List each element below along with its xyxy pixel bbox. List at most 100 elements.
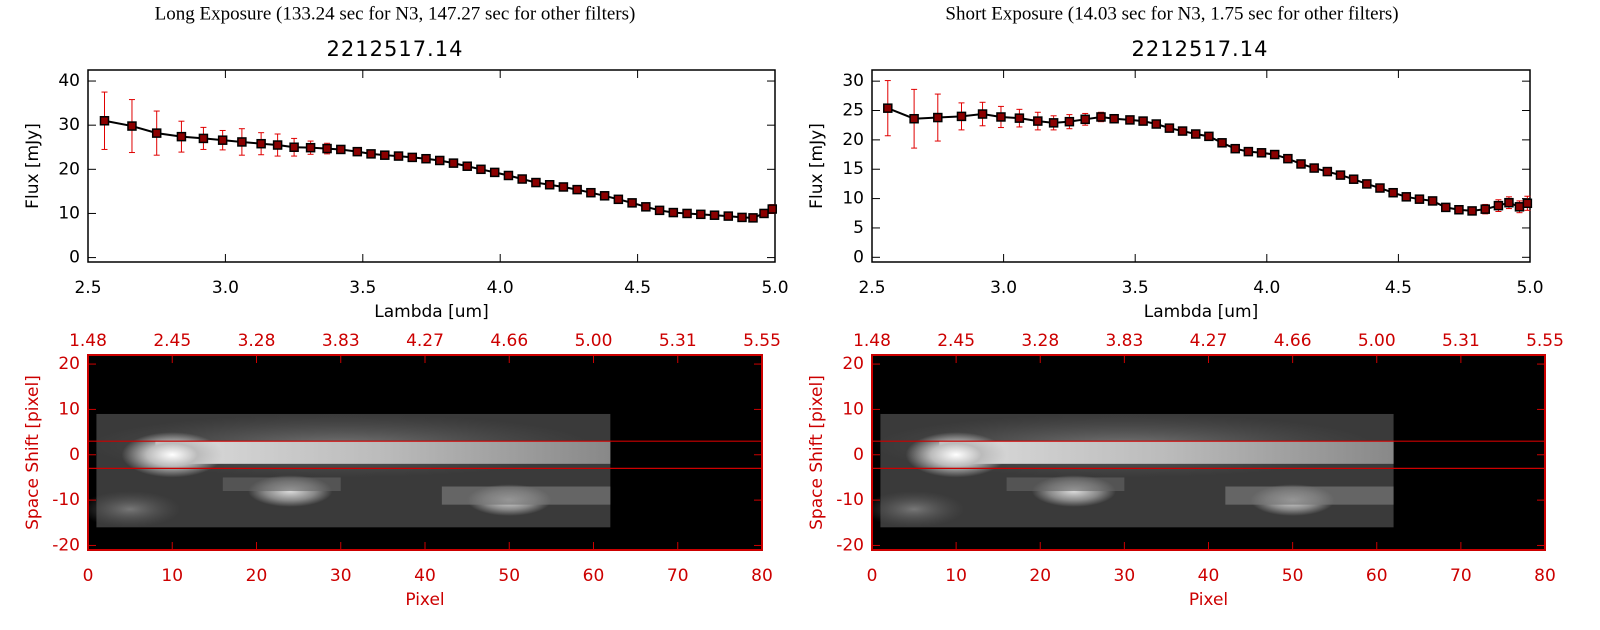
point-marker	[1441, 202, 1451, 213]
x-tick-label: 2.5	[858, 278, 885, 298]
x-axis-label: Pixel	[405, 590, 444, 610]
point-marker	[933, 112, 943, 123]
point-marker	[544, 180, 555, 190]
y-tick-label: -10	[52, 490, 80, 510]
panel-title: Short Exposure (14.03 sec for N3, 1.75 s…	[945, 3, 1398, 24]
y-tick-label: 25	[842, 101, 864, 121]
point-marker	[217, 135, 228, 145]
plot-frame	[871, 69, 1531, 263]
y-tick-label: 0	[853, 247, 864, 267]
point-marker	[1164, 123, 1175, 133]
x-tick-label: 4.0	[1253, 278, 1280, 298]
y-axis-label: Space Shift [pixel]	[23, 375, 43, 530]
point-marker	[1256, 148, 1267, 158]
point-marker	[237, 137, 247, 147]
x-tick-label: 50	[498, 566, 520, 586]
point-marker	[1064, 116, 1075, 127]
point-marker	[1493, 200, 1504, 211]
point-marker	[1138, 116, 1148, 126]
point-marker	[1388, 187, 1398, 198]
x2-tick-label: 1.48	[853, 331, 891, 351]
point-marker	[1125, 115, 1135, 125]
point-marker	[517, 174, 527, 184]
y-axis-label: Space Shift [pixel]	[807, 375, 827, 530]
y-tick-label: 10	[58, 203, 80, 223]
x-tick-label: 2.5	[74, 278, 101, 298]
x2-tick-label: 5.00	[1358, 331, 1396, 351]
point-marker	[1204, 131, 1214, 142]
point-marker	[489, 167, 500, 178]
y-tick-label: 5	[853, 218, 864, 238]
x2-tick-label: 5.31	[659, 331, 697, 351]
point-marker	[1014, 113, 1025, 123]
point-marker	[336, 144, 346, 155]
plot-frame	[87, 354, 763, 551]
point-marker	[883, 103, 893, 113]
point-marker	[531, 177, 541, 188]
point-marker	[448, 158, 459, 168]
point-marker	[682, 208, 692, 219]
x-tick-label: 60	[583, 566, 605, 586]
x-tick-label: 30	[330, 566, 352, 586]
point-marker	[322, 143, 332, 154]
point-marker	[462, 161, 472, 171]
x2-tick-label: 2.45	[153, 331, 191, 351]
point-marker	[1230, 143, 1240, 154]
point-marker	[1335, 170, 1346, 180]
x-tick-label: 3.5	[1122, 278, 1149, 298]
y-tick-label: 0	[69, 445, 80, 465]
point-marker	[434, 155, 445, 166]
point-marker	[1269, 149, 1280, 160]
x2-tick-label: 3.83	[322, 331, 360, 351]
point-marker	[503, 170, 514, 181]
point-marker	[476, 164, 486, 175]
y-tick-label: 20	[58, 159, 80, 179]
panel-title: Long Exposure (133.24 sec for N3, 147.27…	[155, 3, 636, 24]
point-marker	[709, 210, 720, 220]
heatmap-image	[88, 355, 762, 550]
point-marker	[613, 194, 624, 205]
point-marker	[696, 209, 706, 220]
y-tick-label: 0	[69, 248, 80, 268]
point-marker	[1322, 166, 1333, 177]
point-marker	[1080, 114, 1090, 125]
x-tick-label: 40	[414, 566, 436, 586]
y-tick-label: 20	[842, 354, 864, 374]
x-tick-label: 0	[867, 566, 878, 586]
x-tick-label: 3.5	[349, 278, 376, 298]
x2-tick-label: 5.31	[1442, 331, 1480, 351]
point-marker	[767, 204, 778, 214]
x-tick-label: 4.5	[1385, 278, 1412, 298]
x-tick-label: 5.0	[1516, 278, 1543, 298]
point-marker	[1151, 119, 1162, 129]
y-tick-label: 10	[58, 399, 80, 419]
x-axis-label: Pixel	[1189, 590, 1228, 610]
point-marker	[1243, 146, 1254, 157]
y-tick-label: -20	[52, 535, 80, 555]
panel-subtitle: 2212517.14	[1132, 37, 1269, 61]
point-marker	[151, 128, 162, 138]
heatmap-image	[872, 355, 1545, 550]
x2-tick-label: 4.66	[490, 331, 528, 351]
point-marker	[305, 142, 316, 153]
x2-tick-label: 4.27	[1190, 331, 1228, 351]
x-tick-label: 40	[1198, 566, 1220, 586]
point-marker	[668, 207, 679, 218]
point-marker	[723, 211, 734, 221]
point-marker	[996, 112, 1006, 122]
point-marker	[1414, 194, 1425, 204]
point-marker	[1522, 198, 1533, 209]
x2-tick-label: 5.00	[575, 331, 613, 351]
point-marker	[1048, 118, 1059, 128]
x-tick-label: 20	[1029, 566, 1051, 586]
point-marker	[256, 138, 266, 149]
point-marker	[272, 140, 283, 150]
y-tick-label: -10	[836, 490, 864, 510]
point-marker	[127, 121, 137, 131]
x2-tick-label: 3.83	[1105, 331, 1143, 351]
point-marker	[1362, 179, 1372, 189]
x2-tick-label: 3.28	[1021, 331, 1059, 351]
x-tick-label: 70	[667, 566, 689, 586]
x-tick-label: 80	[751, 566, 773, 586]
